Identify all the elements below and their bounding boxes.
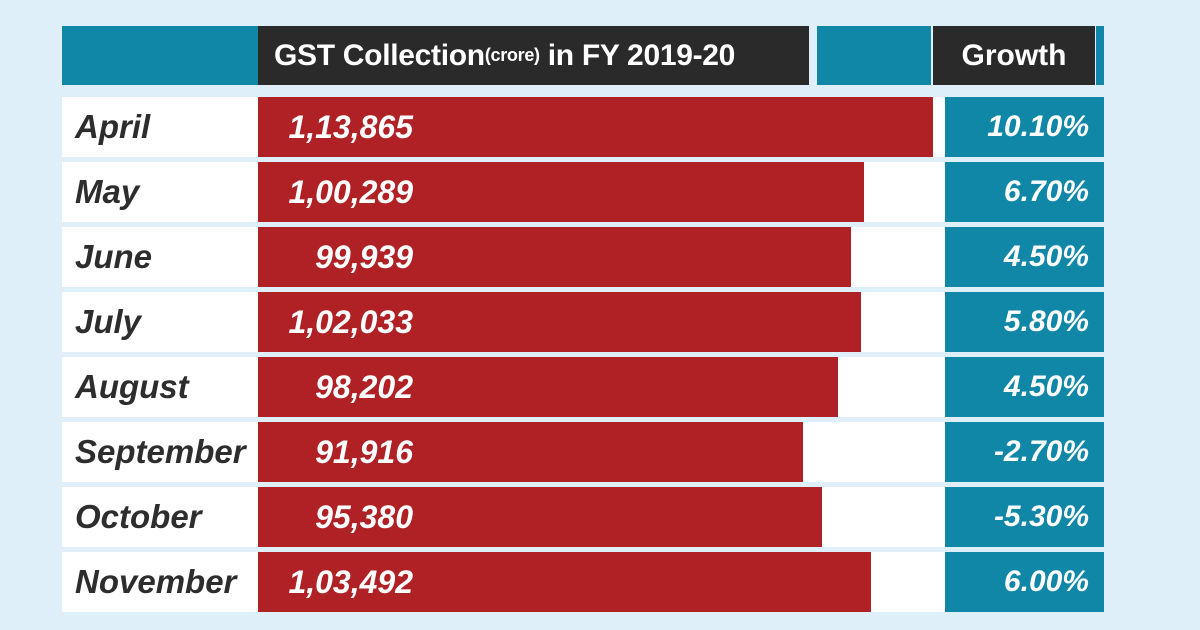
collection-bar: 1,13,865 <box>258 97 933 157</box>
growth-value-label: -2.70% <box>993 435 1089 468</box>
header-teal-spacer <box>817 26 931 85</box>
growth-cell: -2.70% <box>945 422 1104 482</box>
growth-value-label: 4.50% <box>1003 240 1089 273</box>
collection-value-label: 98,202 <box>315 368 413 405</box>
title-main: GST Collection <box>274 38 485 72</box>
table-row: 1,00,289 May 6.70% <box>0 162 1200 222</box>
month-label: July <box>75 303 142 340</box>
collection-bar: 95,380 <box>258 487 822 547</box>
table-row: 91,916 September -2.70% <box>0 422 1200 482</box>
table-row: 1,03,492 November 6.00% <box>0 552 1200 612</box>
table-row: 95,380 October -5.30% <box>0 487 1200 547</box>
month-label: November <box>75 563 237 600</box>
month-label: June <box>75 238 153 275</box>
collection-value-label: 91,916 <box>315 433 413 470</box>
collection-bar: 98,202 <box>258 357 838 417</box>
month-label: October <box>75 498 202 535</box>
header-teal-block <box>62 26 258 85</box>
growth-cell: 10.10% <box>945 97 1104 157</box>
title-unit: (crore) <box>484 45 540 65</box>
collection-bar: 1,00,289 <box>258 162 864 222</box>
title-fy: in FY 2019-20 <box>547 38 736 72</box>
growth-value-label: 10.10% <box>987 110 1089 143</box>
month-label: May <box>75 173 140 210</box>
growth-cell: 5.80% <box>945 292 1104 352</box>
table-row: 98,202 August 4.50% <box>0 357 1200 417</box>
collection-value-label: 1,00,289 <box>288 173 413 210</box>
table-row: 1,02,033 July 5.80% <box>0 292 1200 352</box>
collection-value-label: 1,13,865 <box>288 108 413 145</box>
table-row: 1,13,865 April 10.10% <box>0 97 1200 157</box>
month-label: September <box>75 433 246 470</box>
growth-value-label: 6.70% <box>1003 175 1089 208</box>
growth-column-header: Growth <box>933 26 1095 85</box>
collection-bar: 99,939 <box>258 227 851 287</box>
growth-cell: 6.70% <box>945 162 1104 222</box>
growth-cell: 4.50% <box>945 227 1104 287</box>
collection-value-label: 1,02,033 <box>288 303 413 340</box>
header-teal-sliver <box>1096 26 1104 85</box>
collection-value-label: 95,380 <box>315 498 413 535</box>
table-row: 99,939 June 4.50% <box>0 227 1200 287</box>
collection-bar: 91,916 <box>258 422 803 482</box>
growth-cell: 4.50% <box>945 357 1104 417</box>
collection-bar: 1,03,492 <box>258 552 871 612</box>
growth-value-label: 6.00% <box>1003 565 1089 598</box>
growth-value-label: 5.80% <box>1003 305 1089 338</box>
collection-value-label: 99,939 <box>315 238 413 275</box>
month-label: April <box>75 108 151 145</box>
collection-value-label: 1,03,492 <box>288 563 413 600</box>
growth-value-label: -5.30% <box>993 500 1089 533</box>
collection-bar: 1,02,033 <box>258 292 861 352</box>
growth-value-label: 4.50% <box>1003 370 1089 403</box>
month-label: August <box>75 368 189 405</box>
growth-cell: -5.30% <box>945 487 1104 547</box>
growth-cell: 6.00% <box>945 552 1104 612</box>
chart-title: GST Collection (crore) in FY 2019-20 <box>258 26 809 85</box>
